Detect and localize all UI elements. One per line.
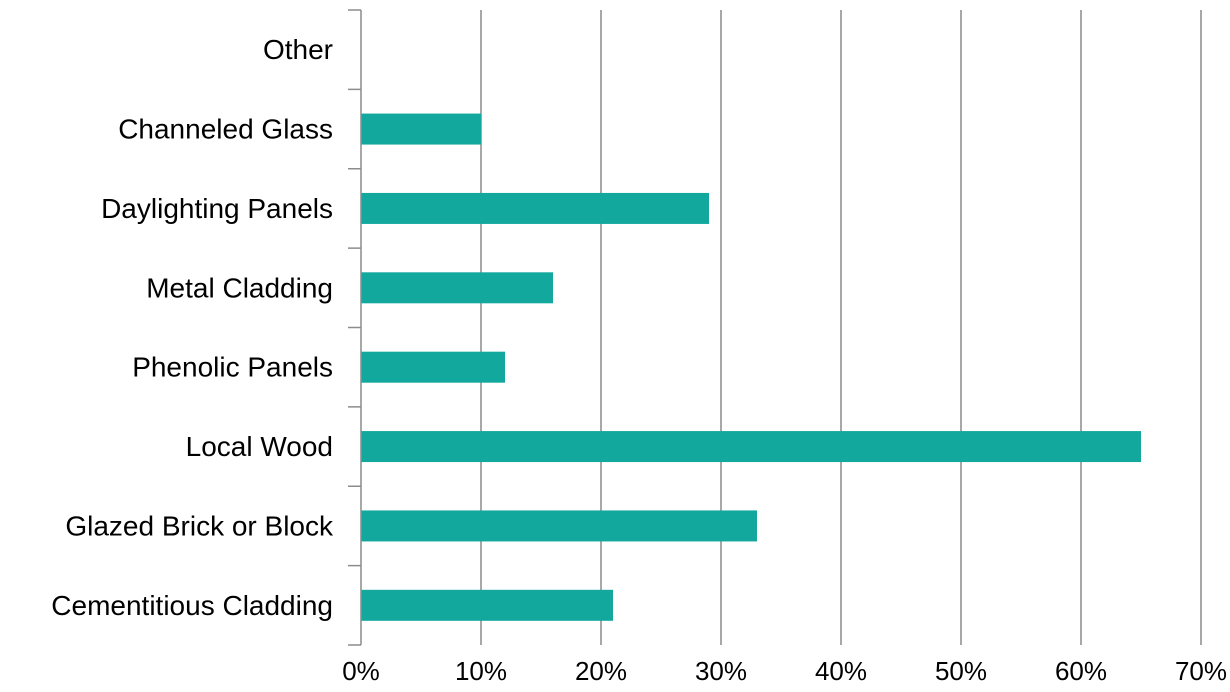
x-tick-label: 40% [815,656,867,686]
x-tick-label: 70% [1175,656,1227,686]
category-label: Metal Cladding [146,272,333,303]
bars [361,113,1141,621]
x-tick-label: 0% [342,656,380,686]
x-tick-label: 30% [695,656,747,686]
category-labels: Other Channeled Glass Daylighting Panels Me… [51,34,334,621]
category-label: Cementitious Cladding [51,590,333,621]
x-tick-label: 50% [935,656,987,686]
bar [361,192,709,224]
category-label: Other [263,34,333,65]
category-label: Daylighting Panels [101,193,333,224]
bar [361,351,505,383]
bar [361,113,481,145]
category-label: Local Wood [186,431,333,462]
bar [361,431,1141,463]
category-label: Glazed Brick or Block [65,510,334,541]
x-tick-label: 10% [455,656,507,686]
y-axis-ticks [348,9,361,646]
grid-lines [480,10,1202,645]
x-tick-label: 20% [575,656,627,686]
category-label: Channeled Glass [118,114,333,145]
bar [361,589,613,621]
bar [361,510,757,542]
category-label: Phenolic Panels [132,352,333,383]
bar [361,272,553,304]
x-tick-label: 60% [1055,656,1107,686]
x-tick-labels: 0% 10% 20% 30% 40% 50% 60% 70% [342,656,1227,686]
